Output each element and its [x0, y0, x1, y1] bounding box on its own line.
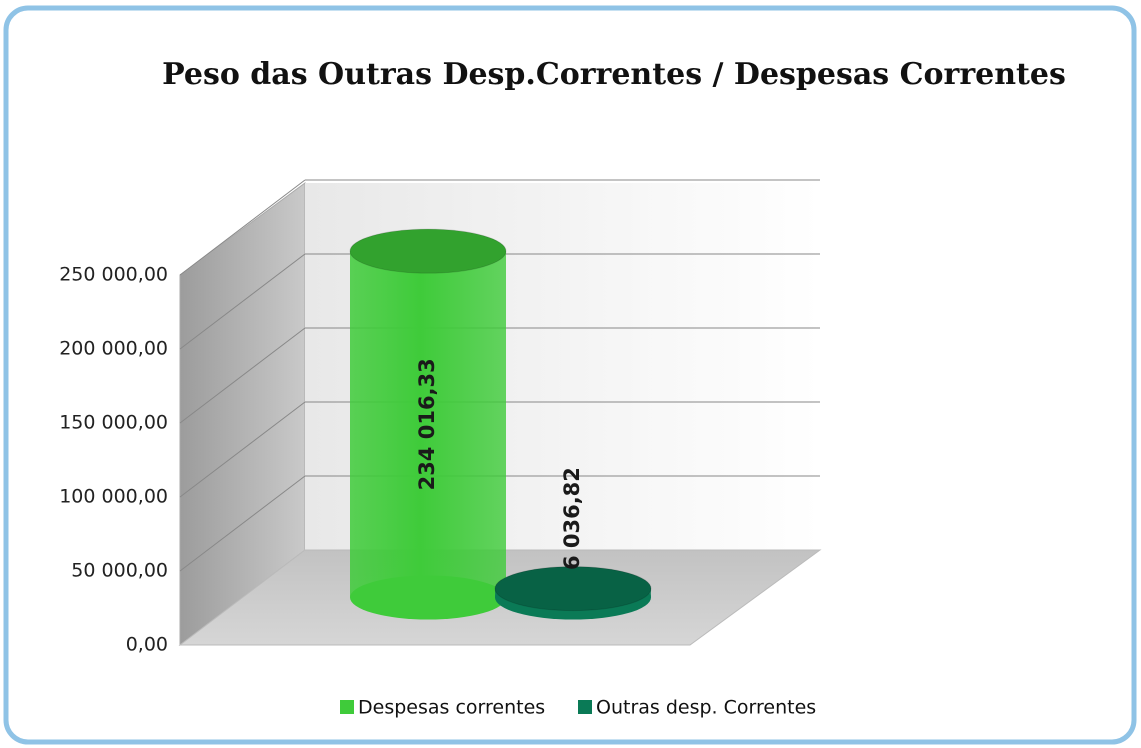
y-tick-label: 200 000,00: [59, 338, 168, 360]
y-tick-label: 150 000,00: [59, 412, 168, 434]
grid-line: [179, 253, 306, 350]
y-tick-label: 50 000,00: [71, 560, 168, 582]
legend-swatch: [578, 700, 592, 714]
legend-label: Outras desp. Correntes: [596, 697, 816, 719]
value-label: 6 036,82: [560, 467, 584, 570]
chart-title: Peso das Outras Desp.Correntes / Despesa…: [162, 57, 1066, 92]
legend-swatch: [340, 700, 354, 714]
cylinder-body: [350, 251, 506, 598]
y-tick-label: 250 000,00: [59, 264, 168, 286]
cylinder: [349, 228, 507, 620]
grid-line: [179, 475, 306, 572]
grid-line: [179, 327, 306, 424]
legend-label: Despesas correntes: [358, 697, 545, 719]
y-tick-label: 100 000,00: [59, 486, 168, 508]
y-tick-label: 0,00: [126, 634, 168, 656]
cylinder-top: [349, 228, 507, 274]
grid-line: [179, 401, 306, 498]
value-label: 234 016,33: [415, 358, 439, 490]
cylinder: [494, 566, 652, 620]
cylinder-top: [494, 566, 652, 612]
grid-line: [179, 179, 306, 276]
